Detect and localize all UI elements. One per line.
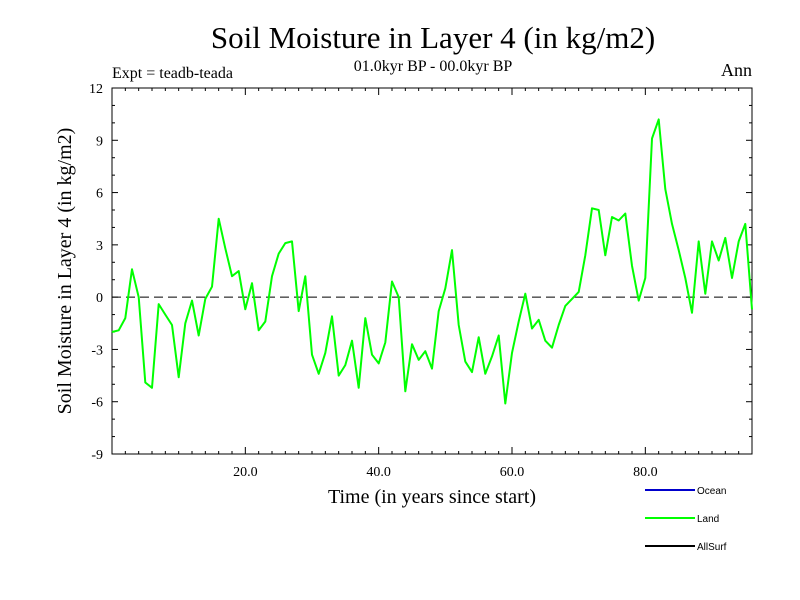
y-tick-label: -3 [91,343,103,358]
plot-frame [111,87,753,455]
legend-label-allsurf: AllSurf [697,542,727,553]
x-tick-label: 60.0 [500,465,525,480]
y-axis: -9 -6 -3 0 3 6 9 12 [89,82,752,463]
legend: Ocean Land AllSurf [645,486,727,553]
legend-label-ocean: Ocean [697,486,726,497]
y-tick-label: 9 [96,134,103,149]
legend-label-land: Land [697,514,719,525]
y-tick-label: -6 [91,396,103,411]
x-tick-label: 80.0 [633,465,658,480]
chart-title: Soil Moisture in Layer 4 (in kg/m2) [211,20,655,55]
y-tick-label: 3 [96,239,103,254]
series-line-land [111,118,753,405]
y-tick-label: 0 [96,291,103,306]
y-tick-label: 12 [89,82,103,97]
x-tick-label: 40.0 [366,465,391,480]
x-axis: 20.0 40.0 60.0 80.0 [124,88,740,480]
experiment-label: Expt = teadb-teada [112,65,233,82]
series-layer [111,118,753,405]
y-tick-label: 6 [96,187,103,202]
x-axis-label: Time (in years since start) [328,486,536,508]
season-label: Ann [721,60,752,80]
chart-subtitle: 01.0kyr BP - 00.0kyr BP [354,58,513,75]
y-tick-label: -9 [91,448,103,463]
x-tick-label: 20.0 [233,465,258,480]
y-axis-label: Soil Moisture in Layer 4 (in kg/m2) [54,128,76,415]
